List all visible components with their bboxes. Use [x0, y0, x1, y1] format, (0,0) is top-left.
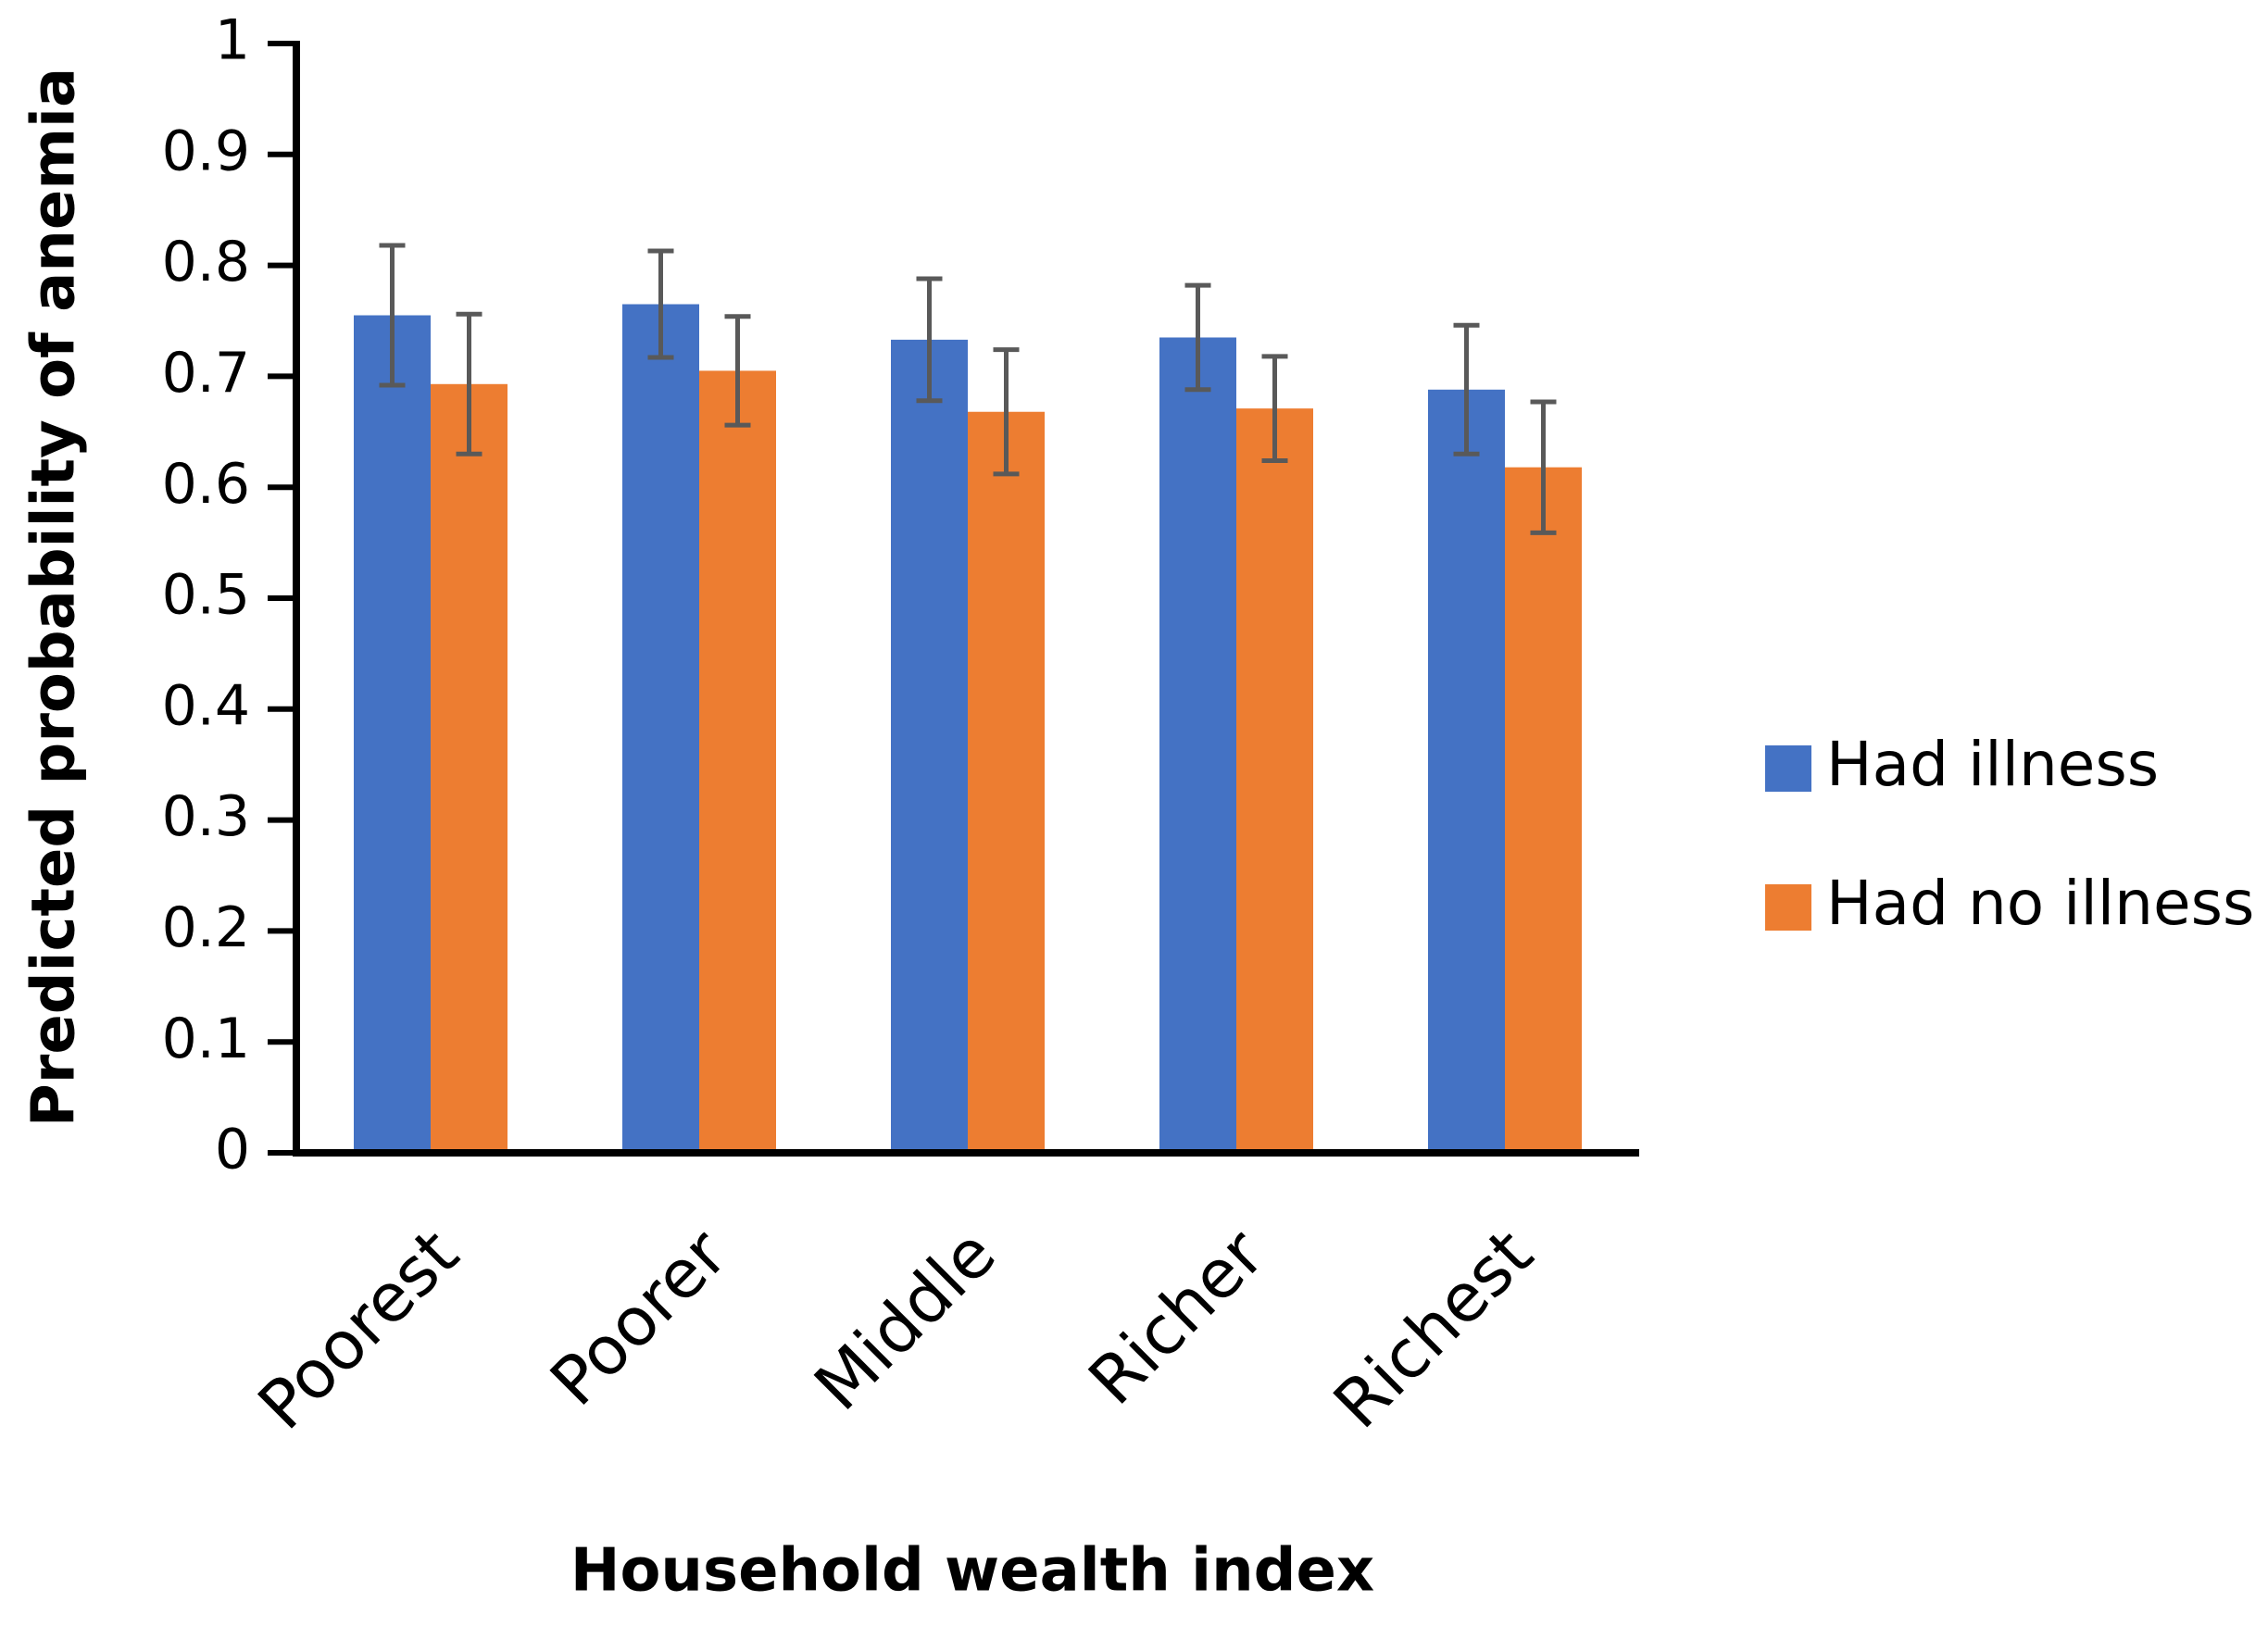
error-bar: [1184, 282, 1211, 393]
x-tick-label: Richer: [1073, 1214, 1279, 1420]
error-bar: [379, 243, 406, 388]
bar: [431, 383, 507, 1153]
bar: [354, 315, 431, 1153]
y-tick-label: 0.6: [162, 452, 250, 517]
x-tick-label: Middle: [799, 1214, 1010, 1425]
y-tick-label: 0.1: [162, 1007, 250, 1071]
x-tick-label: Poorer: [535, 1214, 742, 1420]
error-bar: [456, 311, 482, 457]
error-bar: [724, 314, 751, 428]
error-bar: [1453, 322, 1480, 457]
bar: [1236, 408, 1313, 1154]
bar: [622, 304, 699, 1153]
y-tick-label: 1: [215, 8, 250, 73]
bar: [1428, 389, 1505, 1153]
y-tick-label: 0.4: [162, 673, 250, 738]
y-tick-label: 0.8: [162, 230, 250, 294]
x-tick-label: Poorest: [244, 1214, 473, 1444]
error-bar: [916, 276, 943, 404]
y-axis-title: Predicted probability of anemia: [20, 68, 89, 1127]
error-bar: [647, 248, 674, 360]
error-bar: [1530, 399, 1557, 535]
bar: [1505, 467, 1582, 1153]
error-bar: [1261, 354, 1288, 463]
y-tick-label: 0.2: [162, 895, 250, 960]
legend-swatch: [1765, 884, 1811, 931]
y-tick-label: 0.5: [162, 563, 250, 628]
y-tick-label: 0: [215, 1118, 250, 1182]
bar: [968, 411, 1045, 1154]
legend-label: Had no illness: [1826, 868, 2254, 939]
bar: [699, 370, 776, 1153]
y-tick-label: 0.7: [162, 341, 250, 406]
legend-swatch: [1765, 745, 1811, 792]
y-tick-label: 0.9: [162, 119, 250, 183]
x-tick-label: Richest: [1319, 1214, 1548, 1443]
bar: [891, 339, 968, 1154]
legend-label: Had illness: [1826, 729, 2159, 800]
bar: [1159, 337, 1236, 1154]
y-tick-label: 0.3: [162, 784, 250, 849]
x-axis-title: Household wealth index: [570, 1537, 1374, 1606]
error-bar: [993, 347, 1020, 477]
